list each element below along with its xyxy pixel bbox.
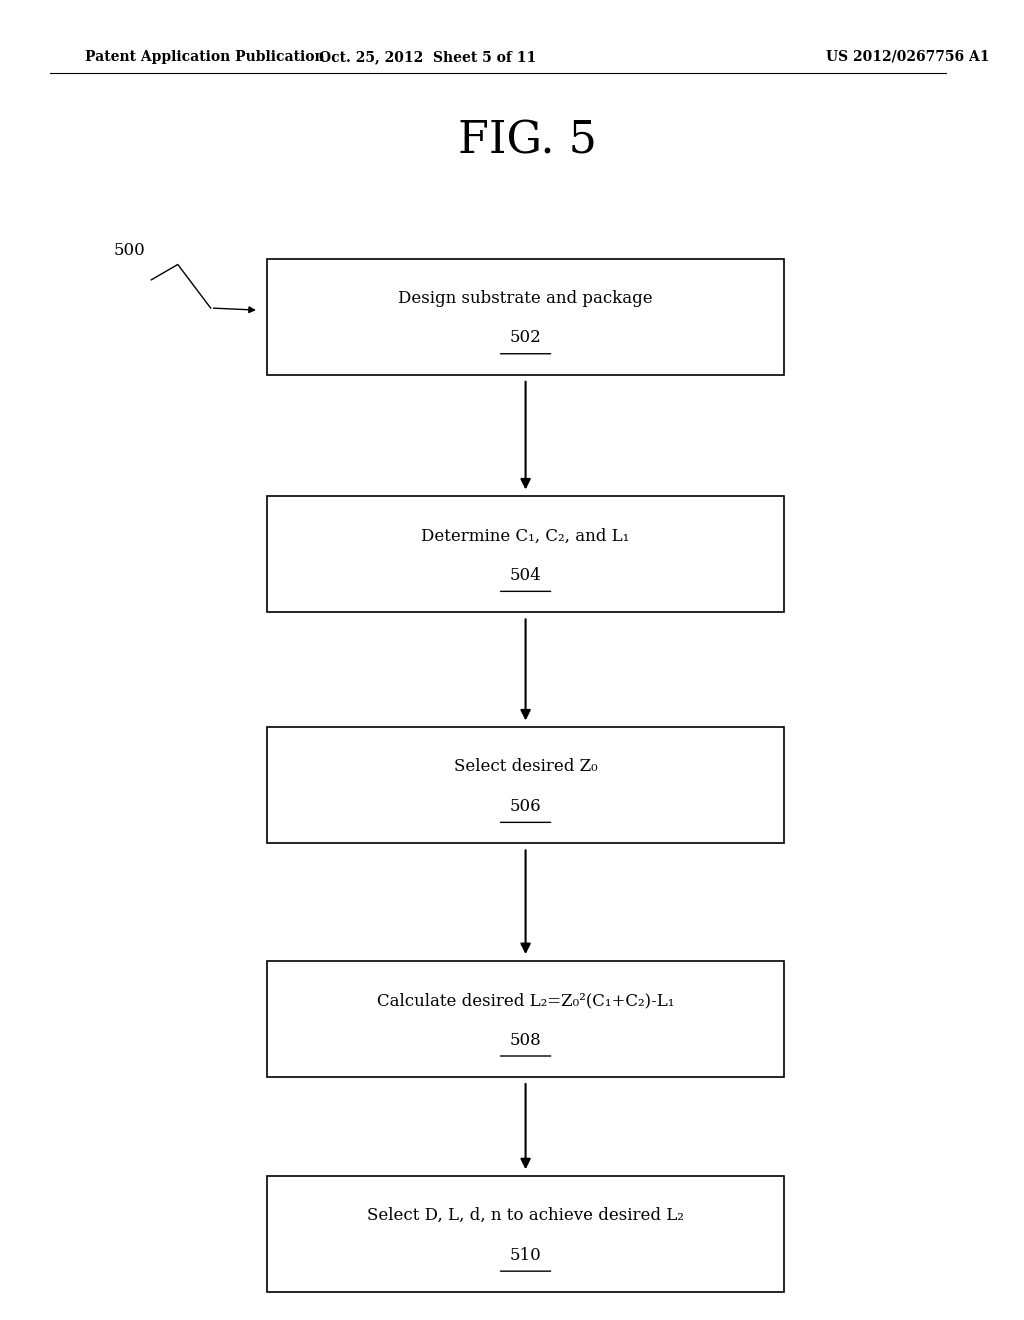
Text: 500: 500 [114,243,145,259]
Text: US 2012/0267756 A1: US 2012/0267756 A1 [826,50,989,63]
Text: 510: 510 [510,1247,542,1263]
Text: 502: 502 [510,330,542,346]
Text: Oct. 25, 2012  Sheet 5 of 11: Oct. 25, 2012 Sheet 5 of 11 [319,50,537,63]
FancyBboxPatch shape [267,496,784,612]
Text: 508: 508 [510,1032,542,1048]
FancyBboxPatch shape [267,259,784,375]
Text: Select desired Z₀: Select desired Z₀ [454,759,597,775]
Text: Calculate desired L₂=Z₀²(C₁+C₂)-L₁: Calculate desired L₂=Z₀²(C₁+C₂)-L₁ [377,993,674,1008]
Text: Select D, L, d, n to achieve desired L₂: Select D, L, d, n to achieve desired L₂ [368,1208,684,1224]
FancyBboxPatch shape [267,1176,784,1292]
FancyBboxPatch shape [267,727,784,843]
Text: FIG. 5: FIG. 5 [458,120,597,162]
Text: Patent Application Publication: Patent Application Publication [85,50,325,63]
FancyBboxPatch shape [267,961,784,1077]
Text: Design substrate and package: Design substrate and package [398,290,653,306]
Text: 504: 504 [510,568,542,583]
Text: 506: 506 [510,799,542,814]
Text: Determine C₁, C₂, and L₁: Determine C₁, C₂, and L₁ [422,528,630,544]
